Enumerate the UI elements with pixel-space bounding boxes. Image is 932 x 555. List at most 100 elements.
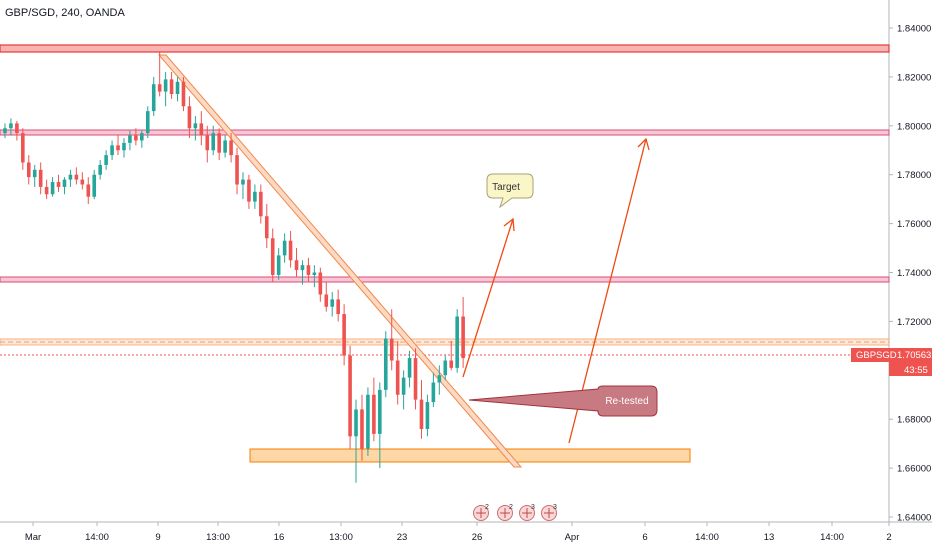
- candle-body: [282, 240, 287, 256]
- candle-body: [32, 169, 37, 178]
- resistance-zones[interactable]: [0, 44, 890, 346]
- countdown-badge-bg: [889, 362, 932, 376]
- event-marker[interactable]: 3: [541, 504, 558, 521]
- price-tick-label: 1.76000: [897, 219, 931, 230]
- candle-body: [431, 382, 436, 403]
- resistance-zone-180[interactable]: [0, 129, 890, 136]
- target-callout-label: Target: [492, 182, 520, 193]
- event-marker[interactable]: 2: [497, 504, 514, 521]
- candle-body: [378, 389, 382, 434]
- price-tick-label: 1.80000: [897, 121, 931, 132]
- candle-body: [443, 360, 448, 376]
- candle-body: [122, 142, 126, 151]
- candle-body: [247, 179, 251, 202]
- candle-body: [229, 140, 233, 156]
- price-tick-label: 1.82000: [897, 72, 931, 83]
- current-price-value: 1.70563: [897, 350, 931, 361]
- candle-body: [98, 164, 102, 175]
- candle-body: [312, 272, 317, 275]
- retested-callout[interactable]: Re-tested: [468, 385, 658, 417]
- candle-body: [401, 377, 406, 395]
- time-tick-label: 13: [764, 532, 775, 543]
- time-tick-label: 16: [274, 532, 285, 543]
- long-projection-arrow-head: [637, 137, 650, 151]
- retested-callout-label: Re-tested: [605, 396, 648, 407]
- time-axis[interactable]: Mar 14:00 9 13:00 16 13:00 23 26 Apr 6 14:00 13 14:0…: [25, 522, 892, 543]
- candle-body: [264, 216, 269, 239]
- countdown-label: 43:55: [904, 365, 928, 376]
- candle-body: [104, 155, 108, 165]
- candle-body: [270, 238, 275, 275]
- candle-body: [140, 133, 144, 141]
- price-tick-label: 1.72000: [897, 317, 931, 328]
- time-tick-label: 13:00: [329, 532, 353, 543]
- candle-body: [80, 179, 85, 185]
- candle-body: [407, 358, 412, 378]
- candle-body: [86, 184, 91, 197]
- event-marker-count: 2: [485, 504, 489, 511]
- candle-body: [276, 255, 281, 275]
- price-tick-label: 1.68000: [897, 415, 931, 426]
- candle-body: [318, 272, 323, 295]
- candle-body: [193, 123, 198, 129]
- resistance-zone-top[interactable]: [0, 44, 890, 53]
- candle-body: [128, 135, 132, 143]
- time-tick-label: 14:00: [85, 532, 109, 543]
- price-tick-label: 1.78000: [897, 170, 931, 181]
- candle-body: [187, 106, 192, 129]
- event-marker[interactable]: 3: [519, 504, 536, 521]
- candle-body: [413, 358, 418, 400]
- target-arrow[interactable]: [462, 218, 514, 378]
- candle-body: [50, 182, 55, 195]
- candle-body: [145, 111, 150, 134]
- candle-body: [461, 316, 465, 359]
- candle-body: [324, 294, 329, 307]
- time-tick-label: Apr: [565, 532, 580, 543]
- current-price-badge-bg: [851, 348, 932, 362]
- candle-body: [223, 140, 227, 153]
- time-tick-label: 14:00: [695, 532, 719, 543]
- candle-body: [235, 155, 239, 185]
- candle-body: [217, 133, 221, 153]
- candle-body: [342, 314, 346, 356]
- price-tick-label: 1.64000: [897, 513, 931, 524]
- candle-body: [205, 135, 210, 151]
- candle-body: [56, 182, 61, 187]
- candle-body: [366, 394, 370, 449]
- candle-body: [211, 133, 216, 151]
- resistance-zone-174[interactable]: [0, 276, 890, 283]
- candle-body: [74, 174, 79, 180]
- candle-body: [294, 260, 299, 271]
- candle-body: [26, 162, 31, 178]
- descending-trendline[interactable]: [157, 54, 523, 468]
- time-tick-label: 6: [642, 532, 647, 543]
- candle-body: [110, 145, 114, 156]
- current-price-badge[interactable]: GBPSGD 1.70563 43:55: [851, 348, 932, 376]
- candle-body: [372, 394, 376, 434]
- candle-body: [15, 123, 19, 134]
- candle-body: [151, 84, 156, 112]
- time-tick-label: 23: [397, 532, 408, 543]
- target-callout-shape: [486, 173, 534, 209]
- candle-body: [62, 179, 67, 187]
- event-marker[interactable]: 2: [473, 504, 490, 521]
- candle-body: [419, 399, 424, 429]
- candlestick-series: [3, 52, 465, 483]
- candle-body: [389, 338, 394, 361]
- price-tick-label: 1.74000: [897, 268, 931, 279]
- candle-body: [241, 179, 245, 185]
- support-box[interactable]: [249, 448, 691, 463]
- candle-body: [3, 128, 7, 134]
- retested-callout-shape: [468, 385, 658, 417]
- symbol-header: GBP/SGD, 240, OANDA: [5, 7, 125, 19]
- event-markers[interactable]: 2 2 3 3: [473, 504, 558, 521]
- candle-body: [253, 191, 257, 202]
- target-callout[interactable]: Target: [486, 173, 534, 209]
- candle-body: [455, 316, 459, 368]
- candle-body: [175, 81, 180, 95]
- candle-body: [259, 191, 263, 217]
- candle-body: [336, 299, 340, 315]
- event-marker-count: 3: [531, 504, 535, 511]
